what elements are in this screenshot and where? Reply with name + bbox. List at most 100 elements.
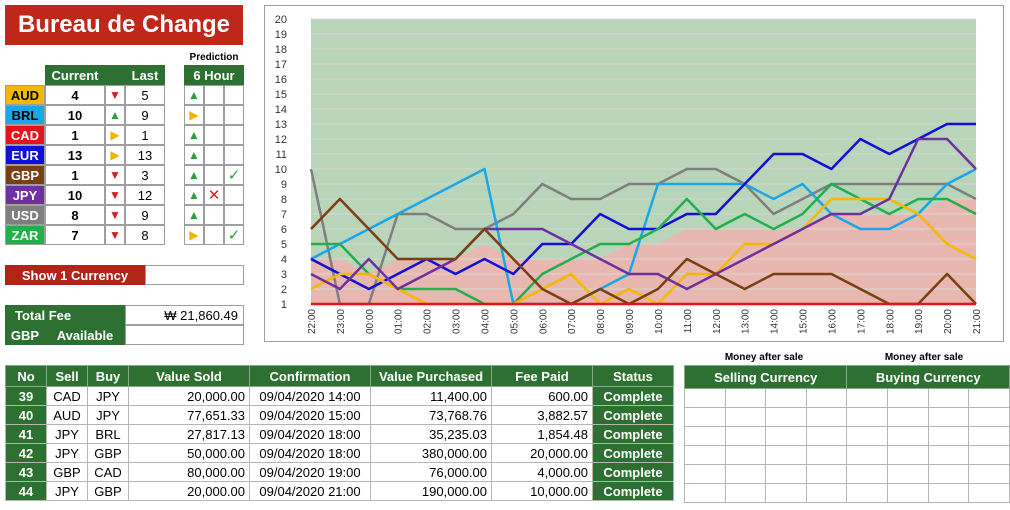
- table-cell-confirmation: 09/04/2020 19:00: [249, 462, 371, 482]
- col-status: Status: [592, 365, 674, 387]
- side-table-row: [684, 464, 1010, 484]
- side-table-cell: [968, 483, 1010, 503]
- currency-code-cad[interactable]: CAD: [5, 125, 45, 145]
- last-rate: 5: [125, 85, 165, 105]
- side-table-cell: [846, 426, 889, 446]
- side-table-cell: [927, 426, 970, 446]
- table-row[interactable]: 41 JPY BRL 27,817.13 09/04/2020 18:00 35,235.…: [5, 424, 674, 444]
- side-table-cell: [724, 388, 767, 408]
- col-confirmation: Confirmation: [249, 365, 371, 387]
- table-cell-confirmation: 09/04/2020 14:00: [249, 386, 371, 406]
- last-rate: 8: [125, 225, 165, 245]
- mark-cell: [204, 125, 224, 145]
- y-tick-label: 16: [275, 74, 287, 86]
- side-table-cell: [765, 426, 807, 446]
- prediction-up-icon: ▲: [184, 205, 204, 225]
- table-cell-no: 44: [5, 481, 47, 501]
- side-table-cell: [724, 445, 767, 465]
- side-table-cell: [887, 483, 929, 503]
- table-cell-sell: JPY: [46, 424, 88, 444]
- table-row[interactable]: 40 AUD JPY 77,651.33 09/04/2020 15:00 73,768.…: [5, 405, 674, 425]
- currency-code-brl[interactable]: BRL: [5, 105, 45, 125]
- prediction-flat-icon: ▶: [184, 105, 204, 125]
- last-rate: 3: [125, 165, 165, 185]
- currency-code-usd[interactable]: USD: [5, 205, 45, 225]
- x-tick-label: 03:00: [452, 309, 463, 334]
- side-table-cell: [684, 445, 726, 465]
- prediction-up-icon: ▲: [184, 125, 204, 145]
- currency-code-gbp[interactable]: GBP: [5, 165, 45, 185]
- currency-code-jpy[interactable]: JPY: [5, 185, 45, 205]
- table-cell-value-purchased: 35,235.03: [370, 424, 492, 444]
- table-cell-confirmation: 09/04/2020 18:00: [249, 424, 371, 444]
- app-title: Bureau de Change: [5, 5, 243, 45]
- current-rate: 1: [45, 165, 105, 185]
- side-table-cell: [684, 426, 726, 446]
- side-table-cell: [968, 426, 1010, 446]
- x-tick-label: 13:00: [741, 309, 752, 334]
- status-badge: Complete: [592, 405, 674, 425]
- table-row[interactable]: 43 GBP CAD 80,000.00 09/04/2020 19:00 76,000.…: [5, 462, 674, 482]
- gbp-label: GBP: [5, 325, 45, 345]
- x-tick-label: 21:00: [972, 309, 983, 334]
- col-value-purchased: Value Purchased: [370, 365, 492, 387]
- mark-cell-2: [224, 85, 244, 105]
- side-table-cell: [927, 445, 970, 465]
- table-cell-buy: BRL: [87, 424, 129, 444]
- series-line-3: [311, 182, 977, 306]
- table-row[interactable]: 39 CAD JPY 20,000.00 09/04/2020 14:00 11,400.…: [5, 386, 674, 406]
- table-row[interactable]: 44 JPY GBP 20,000.00 09/04/2020 21:00 190,000…: [5, 481, 674, 501]
- table-cell-value-sold: 20,000.00: [128, 481, 250, 501]
- col-no: No: [5, 365, 47, 387]
- side-table-cell: [805, 388, 848, 408]
- side-table-cell: [805, 426, 848, 446]
- x-tick-label: 14:00: [770, 309, 781, 334]
- col-value-sold: Value Sold: [128, 365, 250, 387]
- side-table-cell: [684, 483, 726, 503]
- mark-cell-2: [224, 205, 244, 225]
- side-table-cell: [805, 445, 848, 465]
- mark-cell-2: [224, 125, 244, 145]
- x-tick-label: 01:00: [394, 309, 405, 334]
- table-cell-sell: CAD: [46, 386, 88, 406]
- trend-up-icon: ▲: [105, 105, 125, 125]
- y-tick-label: 5: [281, 239, 287, 251]
- currency-code-eur[interactable]: EUR: [5, 145, 45, 165]
- status-badge: Complete: [592, 481, 674, 501]
- x-tick-label: 09:00: [625, 309, 636, 334]
- trend-down-icon: ▼: [105, 225, 125, 245]
- y-tick-label: 1: [281, 299, 287, 311]
- table-cell-fee-paid: 4,000.00: [491, 462, 593, 482]
- total-fee-label: Total Fee: [5, 305, 125, 325]
- x-tick-label: 22:00: [307, 309, 318, 334]
- prediction-flat-icon: ▶: [184, 225, 204, 245]
- currency-code-zar[interactable]: ZAR: [5, 225, 45, 245]
- status-badge: Complete: [592, 462, 674, 482]
- table-cell-sell: JPY: [46, 443, 88, 463]
- prediction-up-icon: ▲: [184, 165, 204, 185]
- currency-code-aud[interactable]: AUD: [5, 85, 45, 105]
- money-after-sale-label-2: Money after sale: [884, 351, 964, 363]
- x-tick-label: 18:00: [885, 309, 896, 334]
- x-tick-label: 17:00: [856, 309, 867, 334]
- side-table-cell: [805, 464, 848, 484]
- last-header: Last: [125, 65, 165, 85]
- col-fee-paid: Fee Paid: [491, 365, 593, 387]
- transactions-header-row: No Sell Buy Value Sold Confirmation Valu…: [5, 365, 674, 387]
- status-badge: Complete: [592, 424, 674, 444]
- side-table-cell: [765, 388, 807, 408]
- last-rate: 9: [125, 105, 165, 125]
- show-currency-dropdown[interactable]: [145, 265, 244, 285]
- table-cell-no: 42: [5, 443, 47, 463]
- col-sell: Sell: [46, 365, 88, 387]
- show-currency-button[interactable]: Show 1 Currency: [5, 265, 145, 285]
- table-cell-no: 40: [5, 405, 47, 425]
- table-cell-confirmation: 09/04/2020 18:00: [249, 443, 371, 463]
- table-row[interactable]: 42 JPY GBP 50,000.00 09/04/2020 18:00 380,000…: [5, 443, 674, 463]
- current-rate: 13: [45, 145, 105, 165]
- trend-down-icon: ▼: [105, 205, 125, 225]
- mark-cell: [204, 105, 224, 125]
- table-cell-fee-paid: 10,000.00: [491, 481, 593, 501]
- money-after-sale-table: Selling Currency Buying Currency: [683, 365, 1010, 503]
